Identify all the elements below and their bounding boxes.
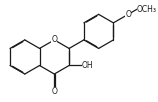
Text: O: O (51, 35, 57, 44)
Text: O: O (125, 10, 131, 19)
Text: O: O (51, 87, 57, 96)
Text: OCH₃: OCH₃ (137, 5, 157, 14)
Text: OH: OH (82, 61, 94, 70)
